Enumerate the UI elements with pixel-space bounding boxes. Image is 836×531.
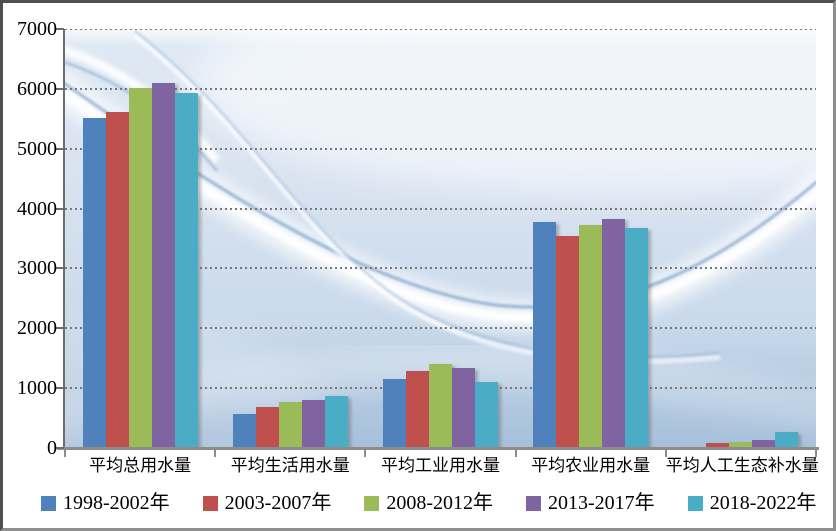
x-tick [514, 450, 517, 457]
gridline-4000 [65, 207, 816, 210]
bar [474, 381, 498, 448]
y-tick-1000 [56, 387, 64, 390]
gridline-7000 [65, 29, 816, 30]
y-axis-label: 5000 [17, 137, 57, 160]
bar-group-2 [215, 29, 365, 448]
x-tick [64, 450, 66, 457]
bar-group-3 [365, 29, 515, 448]
legend-item: 2013-2017年 [526, 491, 655, 515]
x-axis [57, 447, 819, 450]
legend-label: 2018-2022年 [709, 492, 817, 514]
bar [174, 93, 198, 448]
y-tick-5000 [56, 147, 64, 150]
y-tick-6000 [56, 87, 64, 90]
y-axis-label: 2000 [17, 317, 57, 340]
bar [451, 368, 475, 448]
bar [324, 395, 348, 448]
y-axis-label: 6000 [17, 77, 57, 100]
gridline-5000 [65, 147, 816, 150]
legend-swatch [364, 495, 380, 511]
bar [301, 400, 325, 448]
legend-swatch [526, 495, 542, 511]
bar [105, 112, 129, 448]
category-label: 平均总用水量 [89, 456, 192, 475]
gridline-6000 [65, 87, 816, 90]
x-tick [364, 450, 367, 457]
bar-group-5 [666, 29, 816, 448]
legend-item: 2008-2012年 [364, 491, 493, 515]
legend-label: 1998-2002年 [63, 492, 170, 514]
gridline-2000 [65, 327, 816, 330]
y-tick-7000 [56, 28, 64, 30]
bar-group-4 [516, 29, 666, 448]
bar [625, 228, 649, 448]
legend-item: 2018-2022年 [687, 491, 817, 515]
bar [128, 87, 152, 448]
plot-area [65, 29, 816, 448]
y-axis-label: 4000 [17, 197, 57, 220]
y-tick-4000 [56, 207, 64, 210]
category-label: 平均工业用水量 [380, 456, 500, 475]
bar-group-1 [65, 29, 215, 448]
bar [151, 82, 175, 448]
legend-swatch [687, 495, 703, 511]
bar [706, 443, 730, 448]
legend: 1998-2002年 2003-2007年 2008-2012年 2013-2017年… [41, 488, 821, 518]
y-axis-label: 1000 [17, 377, 57, 400]
bar [278, 402, 302, 448]
bar [382, 379, 406, 448]
y-tick-0 [56, 447, 64, 449]
legend-swatch [202, 495, 218, 511]
gridline-3000 [65, 267, 816, 270]
x-tick [214, 450, 217, 457]
y-axis [63, 29, 65, 450]
y-axis-label: 7000 [17, 18, 57, 40]
legend-label: 2008-2012年 [386, 492, 494, 514]
x-tick [664, 450, 667, 457]
bar [255, 407, 279, 448]
bar [82, 117, 106, 448]
bar [232, 413, 256, 448]
category-label: 平均人工生态补水量 [665, 456, 819, 475]
bar [533, 221, 557, 448]
bar [752, 440, 776, 448]
bar [729, 442, 753, 448]
legend-swatch [41, 495, 56, 511]
bar [602, 218, 626, 448]
legend-label: 2003-2007年 [224, 492, 332, 514]
category-label: 平均农业用水量 [531, 456, 651, 475]
category-label: 平均生活用水量 [230, 456, 350, 475]
legend-item: 1998-2002年 [41, 491, 170, 515]
bar [775, 431, 799, 448]
x-tick [815, 450, 817, 457]
y-tick-3000 [56, 267, 64, 270]
bar [405, 371, 429, 448]
y-axis-label: 0 [47, 437, 57, 459]
bar [579, 224, 603, 448]
legend-item: 2003-2007年 [202, 491, 332, 515]
bar [428, 364, 452, 448]
y-axis-label: 3000 [17, 257, 57, 280]
legend-label: 2013-2017年 [548, 492, 655, 514]
bar [556, 235, 580, 448]
y-tick-2000 [56, 327, 64, 330]
